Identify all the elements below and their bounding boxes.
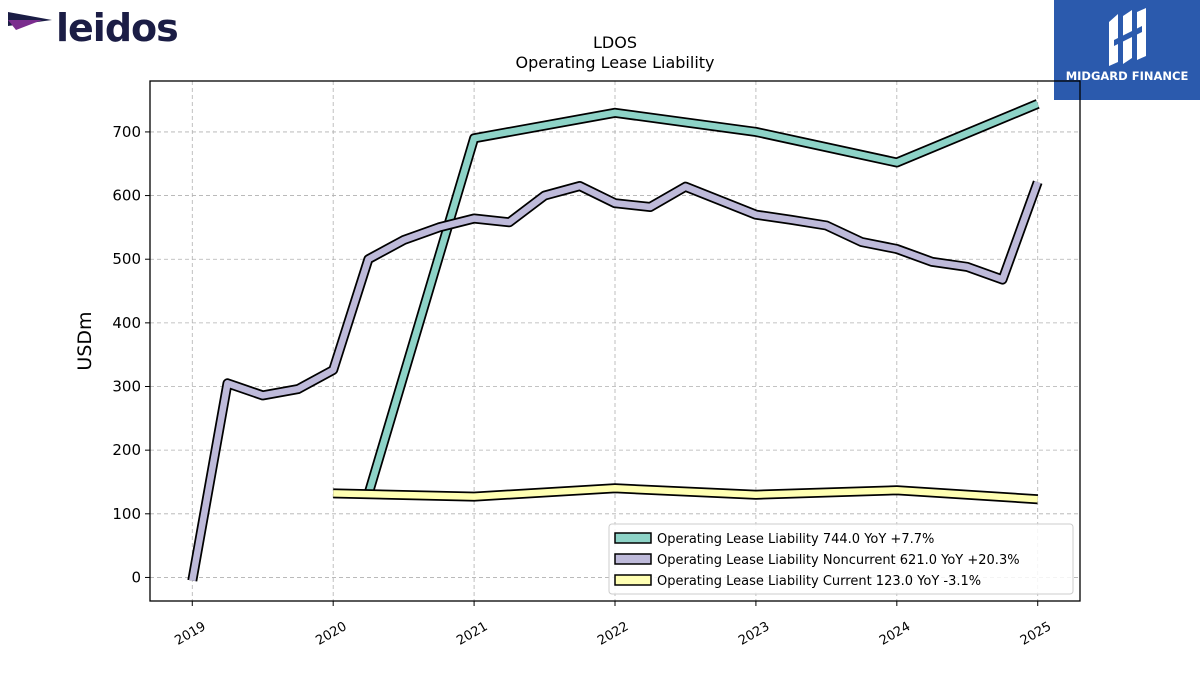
legend-swatch bbox=[614, 574, 652, 586]
y-tick-label: 100 bbox=[112, 505, 141, 523]
series-outline bbox=[187, 180, 1043, 582]
legend-swatch bbox=[614, 553, 652, 565]
y-tick-label: 200 bbox=[112, 441, 141, 459]
series-lines bbox=[187, 99, 1043, 582]
leidos-logo: leidos bbox=[6, 4, 206, 54]
series-line bbox=[333, 485, 1038, 503]
series-operating-lease-liability-current bbox=[333, 483, 1039, 505]
chart-title: LDOS bbox=[593, 33, 637, 52]
legend-swatch bbox=[614, 532, 652, 544]
x-tick-label: 2021 bbox=[454, 619, 490, 649]
midgard-logo-mark-icon bbox=[1109, 8, 1146, 66]
series-line bbox=[365, 100, 1039, 496]
y-tick-label: 500 bbox=[112, 250, 141, 268]
x-tick-label: 2023 bbox=[736, 619, 772, 649]
legend-entry-label: Operating Lease Liability Noncurrent 621… bbox=[657, 553, 1020, 568]
midgard-finance-logo: MIDGARD FINANCE bbox=[1054, 0, 1200, 100]
x-tick-label: 2022 bbox=[595, 619, 631, 649]
leidos-logo-mark-icon bbox=[8, 12, 52, 30]
x-tick-label: 2020 bbox=[313, 619, 349, 649]
series-operating-lease-liability bbox=[363, 99, 1040, 496]
series-line bbox=[189, 181, 1041, 582]
y-tick-label: 300 bbox=[112, 378, 141, 396]
x-tick-label: 2025 bbox=[1018, 619, 1054, 649]
x-tick-label: 2019 bbox=[172, 619, 208, 649]
leidos-wordmark: leidos bbox=[56, 6, 179, 50]
chart-subtitle: Operating Lease Liability bbox=[515, 53, 714, 72]
legend-box bbox=[608, 523, 1074, 595]
grid-lines bbox=[150, 81, 1080, 601]
series-operating-lease-liability-noncurrent bbox=[187, 180, 1043, 582]
y-tick-label: 600 bbox=[112, 187, 141, 205]
x-tick-label: 2024 bbox=[877, 619, 913, 649]
y-axis-label: USDm bbox=[74, 311, 96, 370]
midgard-finance-text: MIDGARD FINANCE bbox=[1065, 69, 1189, 83]
y-tick-label: 0 bbox=[131, 568, 141, 586]
legend-entry-label: Operating Lease Liability 744.0 YoY +7.7… bbox=[657, 532, 934, 547]
y-tick-label: 700 bbox=[112, 123, 141, 141]
legend-entry-label: Operating Lease Liability Current 123.0 … bbox=[657, 574, 981, 589]
chart-legend: Operating Lease Liability 744.0 YoY +7.7… bbox=[608, 523, 1074, 595]
y-tick-label: 400 bbox=[112, 314, 141, 332]
